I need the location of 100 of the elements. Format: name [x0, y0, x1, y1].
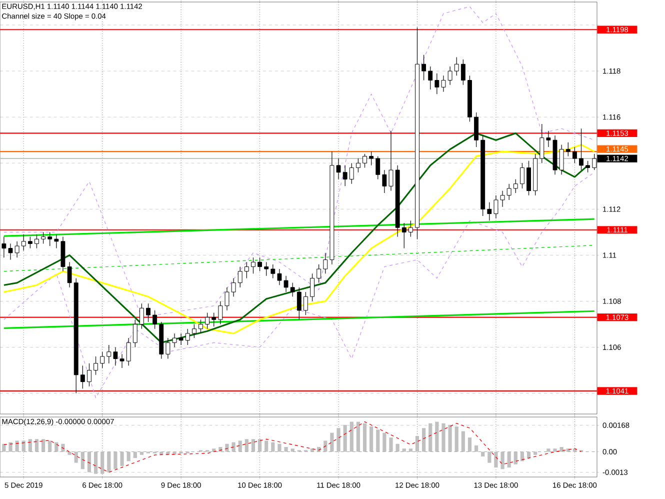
candlestick — [258, 257, 262, 272]
candlestick — [244, 262, 249, 278]
candlestick — [41, 232, 46, 244]
candlestick — [434, 73, 440, 94]
candlestick — [290, 282, 295, 297]
bar — [402, 448, 406, 452]
bar — [284, 447, 288, 452]
candlestick — [356, 158, 360, 173]
bar — [120, 452, 124, 466]
bar — [546, 448, 550, 452]
bar — [408, 448, 412, 452]
candlestick — [185, 328, 190, 346]
candlestick — [28, 236, 32, 249]
bar — [126, 452, 130, 462]
candlestick — [526, 160, 531, 196]
bar — [396, 444, 400, 452]
candlestick — [94, 356, 98, 376]
candlestick — [303, 292, 308, 316]
bar — [107, 452, 111, 472]
candlestick — [513, 178, 518, 194]
bar — [225, 444, 229, 452]
candlestick — [166, 338, 170, 360]
bar — [389, 438, 393, 452]
candlestick — [270, 264, 276, 278]
candlestick — [224, 287, 230, 311]
candlestick — [454, 56, 459, 76]
bar — [74, 452, 78, 463]
candlestick — [323, 252, 328, 274]
bar — [8, 442, 12, 452]
candlestick — [349, 162, 354, 184]
candlestick — [152, 310, 158, 330]
bar — [507, 452, 511, 468]
bar — [442, 423, 446, 452]
bar — [290, 448, 294, 452]
candlestick — [80, 365, 85, 389]
candlestick — [139, 303, 144, 330]
candlestick — [238, 266, 242, 288]
bar — [500, 452, 504, 470]
candlestick — [506, 184, 512, 200]
bar — [330, 432, 334, 452]
bar — [415, 436, 420, 452]
bar — [264, 440, 268, 452]
candlestick — [474, 112, 479, 148]
bar — [514, 452, 518, 464]
candlestick — [540, 124, 544, 164]
candlestick — [487, 202, 492, 221]
candlestick — [2, 236, 6, 258]
bar — [488, 452, 492, 463]
bar — [28, 439, 32, 452]
candlestick — [428, 66, 433, 90]
candlestick — [572, 146, 577, 164]
bar — [534, 452, 538, 455]
candlestick — [566, 142, 570, 157]
bar — [15, 440, 19, 452]
candlestick — [172, 333, 177, 348]
candlestick — [362, 154, 367, 168]
candlestick — [132, 319, 138, 348]
candlestick — [192, 324, 196, 338]
candlestick — [231, 278, 236, 297]
bar — [61, 444, 65, 452]
candlestick — [264, 262, 269, 276]
candlestick — [586, 160, 590, 173]
candlestick — [448, 66, 452, 86]
candlestick — [559, 144, 564, 175]
candlestick — [388, 130, 394, 192]
candlestick — [14, 241, 20, 258]
bar — [34, 439, 39, 452]
bar — [68, 452, 72, 455]
candlestick — [422, 54, 426, 81]
bar — [232, 442, 236, 452]
bar — [271, 442, 275, 452]
candlestick — [441, 75, 446, 92]
candlestick — [369, 151, 374, 166]
bar — [526, 452, 531, 458]
candlestick — [218, 300, 223, 325]
candlestick — [48, 232, 52, 246]
bar — [41, 439, 46, 452]
candlestick — [382, 170, 387, 194]
candlestick — [212, 312, 216, 327]
candlestick — [34, 234, 39, 249]
bar — [448, 424, 452, 452]
bar — [422, 428, 426, 452]
bar — [80, 452, 84, 470]
candlestick — [520, 162, 524, 189]
bar — [494, 452, 498, 468]
bar — [244, 439, 248, 452]
bar — [553, 448, 557, 452]
candlestick — [8, 243, 13, 260]
bar — [22, 440, 26, 452]
bar — [140, 452, 144, 455]
candlestick — [402, 222, 406, 249]
candlestick — [126, 338, 131, 366]
candlestick — [579, 128, 584, 170]
bar — [258, 439, 262, 452]
bar — [336, 428, 340, 452]
candlestick — [408, 220, 413, 238]
candlestick — [100, 352, 105, 368]
bar — [520, 452, 524, 462]
candlestick — [376, 156, 380, 180]
candlestick — [178, 333, 184, 346]
